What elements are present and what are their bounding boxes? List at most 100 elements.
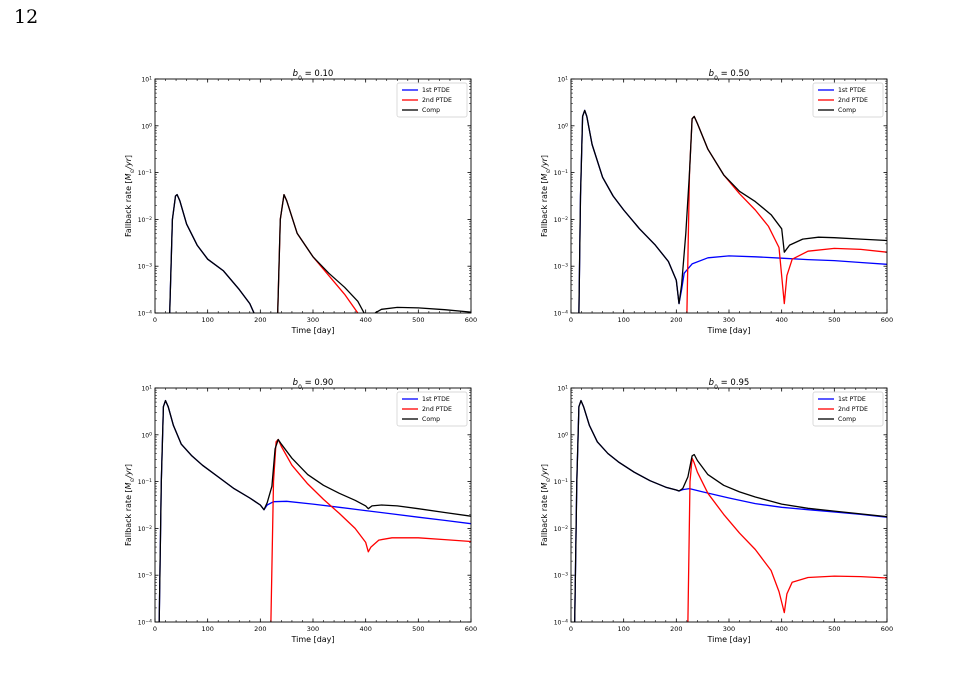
y-tick-label: 10−2 — [138, 215, 152, 224]
chart-title: b0 = 0.10 — [293, 69, 334, 82]
legend-label: 1st PTDE — [838, 396, 866, 403]
legend-label: 1st PTDE — [422, 396, 450, 403]
y-tick-label: 101 — [557, 75, 568, 84]
y-tick-label: 10−3 — [138, 571, 152, 580]
y-axis-label: Fallback rate [M⊙/yr] — [540, 155, 552, 237]
series-line-comp — [169, 193, 471, 313]
x-tick-label: 300 — [723, 625, 735, 633]
y-tick-label: 101 — [141, 75, 152, 84]
y-tick-label: 100 — [557, 122, 568, 131]
legend-label: Comp — [422, 416, 440, 423]
legend-label: 1st PTDE — [838, 87, 866, 94]
legend: 1st PTDE 2nd PTDE Comp — [396, 82, 468, 118]
series-line-comp — [158, 399, 471, 622]
x-tick-label: 200 — [670, 316, 682, 324]
y-tick-label: 10−3 — [554, 571, 568, 580]
y-tick-label: 101 — [141, 384, 152, 393]
series-group — [574, 399, 887, 622]
x-tick-label: 0 — [153, 316, 157, 324]
y-tick-label: 10−1 — [554, 169, 568, 178]
x-tick-label: 0 — [569, 316, 573, 324]
chart-title: b0 = 0.90 — [293, 378, 334, 391]
series-group — [169, 193, 471, 313]
x-tick-label: 500 — [412, 625, 424, 633]
chart-panel-1: b0 = 0.10 0 100 200 300 400 500 600 10−4 10−3 10−2… — [124, 69, 477, 335]
y-tick-label: 10−1 — [138, 478, 152, 487]
y-tick-label: 100 — [557, 431, 568, 440]
legend-box — [812, 391, 884, 427]
chart-panel-2: b0 = 0.50 0 100 200 300 400 500 600 10−4 10−3 10−2… — [540, 69, 893, 335]
x-tick-label: 100 — [201, 316, 213, 324]
y-axis-label: Fallback rate [M⊙/yr] — [540, 464, 552, 546]
x-tick-label: 0 — [569, 625, 573, 633]
x-tick-label: 600 — [881, 625, 893, 633]
legend-box — [812, 82, 884, 118]
x-axis-label: Time [day] — [706, 635, 750, 644]
series-line-2nd-ptde — [277, 193, 359, 313]
page-number: 12 — [14, 6, 39, 28]
x-tick-label: 100 — [617, 316, 629, 324]
legend-label: 1st PTDE — [422, 87, 450, 94]
legend-label: 2nd PTDE — [838, 406, 868, 413]
x-tick-label: 600 — [465, 625, 477, 633]
x-tick-label: 200 — [254, 625, 266, 633]
y-tick-label: 10−3 — [554, 262, 568, 271]
y-tick-label: 100 — [141, 431, 152, 440]
x-axis-label: Time [day] — [290, 326, 334, 335]
series-line-2nd-ptde — [687, 457, 887, 622]
series-line-comp — [574, 399, 887, 622]
y-tick-label: 10−2 — [138, 524, 152, 533]
chart-panel-4: b0 = 0.95 0 100 200 300 400 500 600 10−4 10−3 10−2… — [540, 378, 893, 644]
y-tick-label: 10−2 — [554, 215, 568, 224]
y-tick-label: 10−1 — [138, 169, 152, 178]
legend-label: Comp — [838, 416, 856, 423]
x-tick-label: 300 — [307, 316, 319, 324]
legend: 1st PTDE 2nd PTDE Comp — [812, 82, 884, 118]
series-group — [578, 109, 887, 313]
y-tick-label: 10−2 — [554, 524, 568, 533]
x-tick-label: 400 — [775, 625, 787, 633]
y-tick-label: 10−3 — [138, 262, 152, 271]
y-tick-label: 10−4 — [138, 309, 152, 318]
y-tick-label: 10−4 — [554, 618, 568, 627]
legend-label: 2nd PTDE — [422, 97, 452, 104]
y-tick-label: 10−4 — [554, 309, 568, 318]
x-tick-label: 200 — [670, 625, 682, 633]
series-line-1st-ptde — [169, 193, 255, 313]
y-tick-label: 100 — [141, 122, 152, 131]
y-tick-label: 101 — [557, 384, 568, 393]
figure-caption — [0, 683, 962, 695]
x-tick-label: 400 — [775, 316, 787, 324]
series-line-1st-ptde — [158, 399, 471, 622]
series-group — [158, 399, 471, 622]
x-tick-label: 500 — [412, 316, 424, 324]
legend-label: 2nd PTDE — [838, 97, 868, 104]
y-axis-label: Fallback rate [M⊙/yr] — [124, 155, 136, 237]
legend: 1st PTDE 2nd PTDE Comp — [396, 391, 468, 427]
x-tick-label: 600 — [465, 316, 477, 324]
legend-box — [396, 391, 468, 427]
x-tick-label: 200 — [254, 316, 266, 324]
x-axis-label: Time [day] — [290, 635, 334, 644]
x-tick-label: 100 — [617, 625, 629, 633]
x-tick-label: 100 — [201, 625, 213, 633]
x-tick-label: 400 — [359, 625, 371, 633]
x-axis-label: Time [day] — [706, 326, 750, 335]
legend-box — [396, 82, 468, 118]
series-line-comp — [578, 109, 887, 313]
series-line-2nd-ptde — [686, 115, 887, 313]
x-tick-label: 300 — [723, 316, 735, 324]
y-tick-label: 10−1 — [554, 478, 568, 487]
x-tick-label: 0 — [153, 625, 157, 633]
chart-title: b0 = 0.50 — [709, 69, 750, 82]
chart-panel-3: b0 = 0.90 0 100 200 300 400 500 600 10−4 10−3 10−2… — [124, 378, 477, 644]
x-tick-label: 500 — [828, 625, 840, 633]
legend-label: Comp — [838, 107, 856, 114]
x-tick-label: 300 — [307, 625, 319, 633]
x-tick-label: 500 — [828, 316, 840, 324]
x-tick-label: 400 — [359, 316, 371, 324]
legend-label: 2nd PTDE — [422, 406, 452, 413]
legend-label: Comp — [422, 107, 440, 114]
chart-title: b0 = 0.95 — [709, 378, 750, 391]
